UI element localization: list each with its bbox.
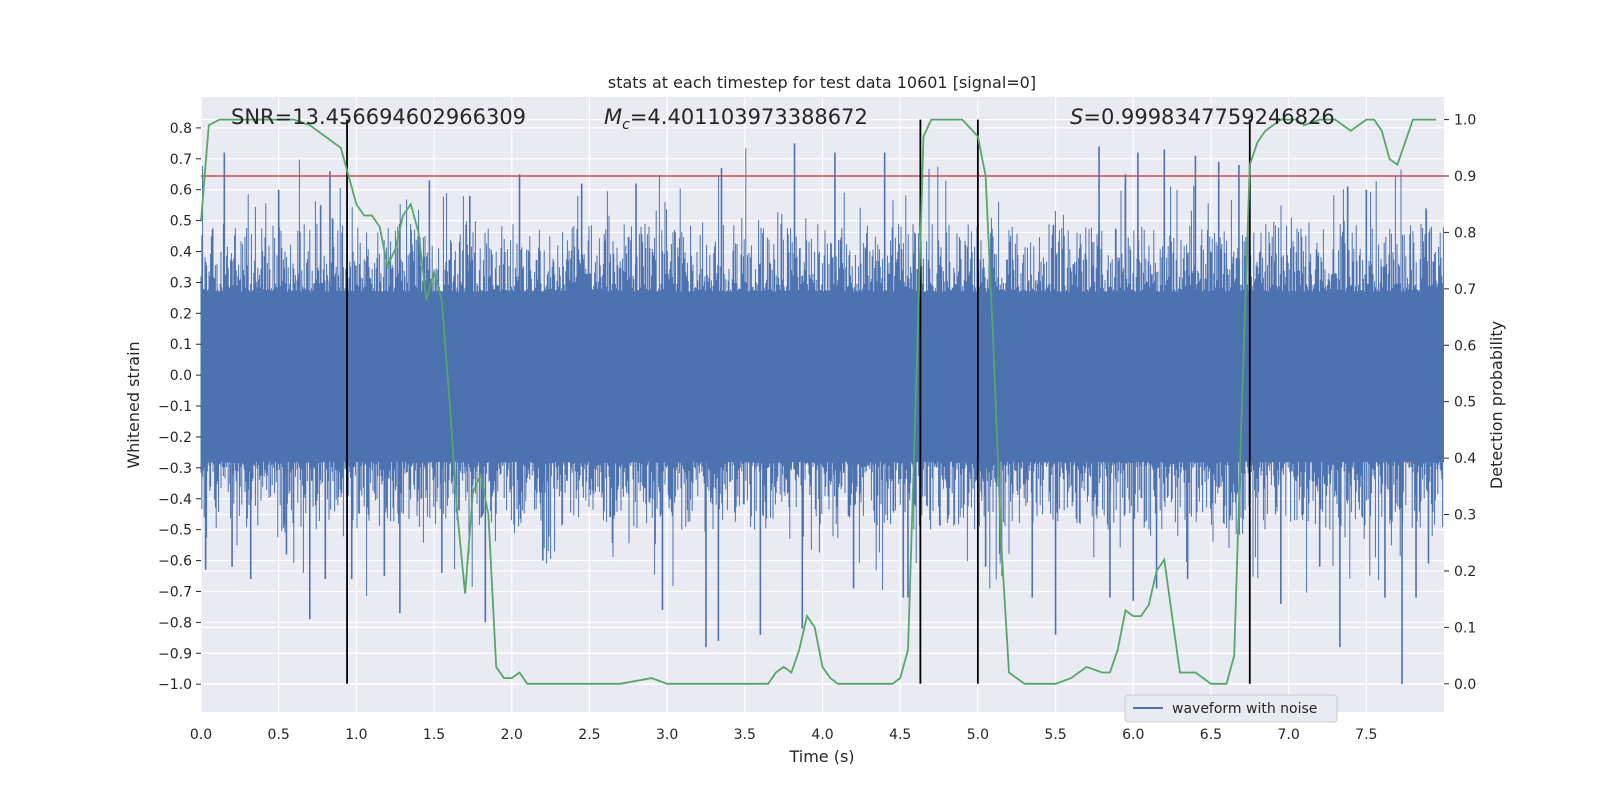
probability-line xyxy=(200,118,1437,685)
x-tick-label: 2.5 xyxy=(578,727,600,743)
y-tick-label: 0.3 xyxy=(170,275,192,291)
legend-label: waveform with noise xyxy=(1172,701,1317,717)
x-tick-label: 0.0 xyxy=(190,727,212,743)
x-tick-label: 7.0 xyxy=(1277,727,1299,743)
x-tick-label: 1.0 xyxy=(345,727,367,743)
snr-annotation: SNR=13.456694602966309 xyxy=(231,105,526,129)
y-tick-label: −0.7 xyxy=(158,584,192,600)
y2-tick-label: 0.1 xyxy=(1454,620,1476,636)
y-tick-label: 0.5 xyxy=(170,214,192,230)
y-tick-label: −0.9 xyxy=(158,646,192,662)
x-tick-label: 4.0 xyxy=(811,727,833,743)
x-tick-labels: 0.0 0.5 1.0 1.5 2.0 2.5 3.0 3.5 4.0 4.5 5.0 5.5 6.0 6… xyxy=(190,727,1378,743)
y2-tick-label: 0.6 xyxy=(1454,338,1476,354)
x-tick-label: 1.5 xyxy=(423,727,445,743)
y-tick-labels: 0.8 0.7 0.6 0.5 0.4 0.3 0.2 0.1 0.0 −0.1 −0.2 −0.3 −… xyxy=(158,121,201,693)
x-axis-label: Time (s) xyxy=(788,747,854,766)
y-tick-label: −0.4 xyxy=(158,492,192,508)
y-tick-label: −1.0 xyxy=(158,677,192,693)
y-tick-label: 0.0 xyxy=(170,368,192,384)
x-tick-label: 6.0 xyxy=(1122,727,1144,743)
y2-tick-label: 0.5 xyxy=(1454,395,1476,411)
y2-tick-label: 1.0 xyxy=(1454,113,1476,129)
y2-axis-label: Detection probability xyxy=(1487,321,1506,489)
y-tick-label: 0.4 xyxy=(170,245,192,261)
legend: waveform with noise xyxy=(1124,694,1338,723)
y-tick-label: −0.2 xyxy=(158,430,192,446)
x-tick-label: 0.5 xyxy=(268,727,290,743)
x-tick-label: 7.5 xyxy=(1355,727,1377,743)
y-tick-label: 0.1 xyxy=(170,337,192,353)
probability-series xyxy=(200,118,1437,685)
y-tick-label: 0.7 xyxy=(170,152,192,168)
y2-tick-label: 0.9 xyxy=(1454,169,1476,185)
y2-tick-label: 0.8 xyxy=(1454,225,1476,241)
chart-title: stats at each timestep for test data 106… xyxy=(608,73,1036,92)
y2-tick-label: 0.3 xyxy=(1454,508,1476,524)
x-tick-label: 3.5 xyxy=(734,727,756,743)
chirp-mass-annotation: Mc=4.401103973388672 xyxy=(604,105,868,133)
x-tick-label: 5.5 xyxy=(1044,727,1066,743)
y2-tick-label: 0.0 xyxy=(1454,677,1476,693)
legend-box xyxy=(1124,694,1338,723)
x-tick-label: 5.0 xyxy=(967,727,989,743)
score-annotation: S=0.9998347759246826 xyxy=(1070,105,1335,129)
y-tick-label: −0.1 xyxy=(158,399,192,415)
y2-tick-label: 0.7 xyxy=(1454,282,1476,298)
y-tick-label: 0.6 xyxy=(170,183,192,199)
y-tick-label: −0.8 xyxy=(158,615,192,631)
x-tick-label: 3.0 xyxy=(656,727,678,743)
y-tick-label: −0.5 xyxy=(158,523,192,539)
x-tick-label: 6.5 xyxy=(1200,727,1222,743)
waveform-noise xyxy=(200,148,1444,596)
x-tick-label: 2.0 xyxy=(501,727,523,743)
y-tick-label: −0.3 xyxy=(158,461,192,477)
y-tick-label: 0.8 xyxy=(170,121,192,137)
y-tick-label: −0.6 xyxy=(158,554,192,570)
x-tick-label: 4.5 xyxy=(889,727,911,743)
y-tick-label: 0.2 xyxy=(170,306,192,322)
y-axis-label: Whitened strain xyxy=(124,341,143,468)
y2-tick-label: 0.2 xyxy=(1454,564,1476,580)
y2-tick-label: 0.4 xyxy=(1454,451,1476,467)
y2-tick-labels: 1.0 0.9 0.8 0.7 0.6 0.5 0.4 0.3 0.2 0.1 0.0 xyxy=(1444,113,1476,693)
